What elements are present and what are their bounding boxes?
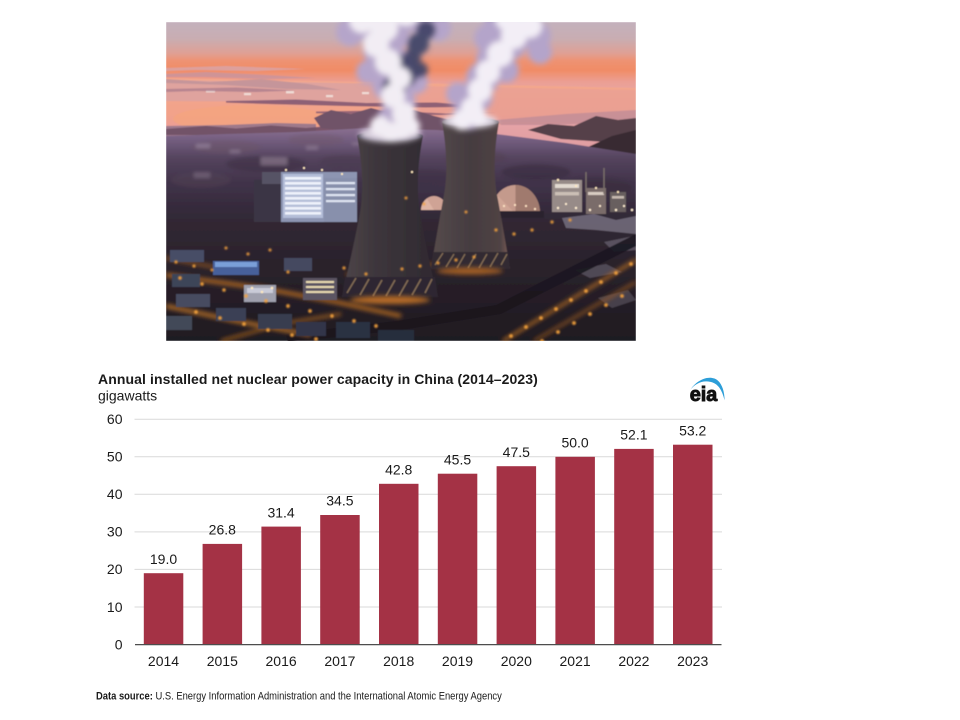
svg-text:2018: 2018	[383, 653, 414, 669]
svg-text:45.5: 45.5	[444, 451, 471, 467]
svg-text:53.2: 53.2	[679, 422, 706, 438]
svg-text:2017: 2017	[324, 653, 355, 669]
svg-text:42.8: 42.8	[385, 462, 412, 478]
svg-text:26.8: 26.8	[209, 522, 236, 538]
svg-text:60: 60	[107, 411, 123, 427]
svg-text:0: 0	[115, 636, 123, 652]
svg-text:2021: 2021	[560, 653, 591, 669]
svg-text:50.0: 50.0	[561, 435, 588, 451]
svg-text:Data source: U.S. Energy Infor: Data source: U.S. Energy Information Adm…	[96, 691, 503, 703]
svg-text:50: 50	[107, 449, 123, 465]
svg-text:20: 20	[107, 561, 123, 577]
svg-text:2014: 2014	[148, 653, 179, 669]
svg-text:Annual installed net nuclear p: Annual installed net nuclear power capac…	[98, 371, 538, 387]
svg-text:34.5: 34.5	[326, 493, 353, 509]
svg-text:2019: 2019	[442, 653, 473, 669]
svg-text:2016: 2016	[266, 653, 297, 669]
svg-text:52.1: 52.1	[620, 427, 647, 443]
svg-text:31.4: 31.4	[267, 504, 294, 520]
svg-text:40: 40	[107, 486, 123, 502]
svg-text:47.5: 47.5	[503, 444, 530, 460]
svg-text:2020: 2020	[501, 653, 532, 669]
svg-text:2022: 2022	[618, 653, 649, 669]
svg-text:10: 10	[107, 599, 123, 615]
svg-text:19.0: 19.0	[150, 551, 177, 567]
svg-text:gigawatts: gigawatts	[98, 388, 157, 404]
svg-text:2023: 2023	[677, 653, 708, 669]
svg-text:eia: eia	[690, 384, 718, 406]
svg-text:2015: 2015	[207, 653, 238, 669]
svg-text:30: 30	[107, 524, 123, 540]
